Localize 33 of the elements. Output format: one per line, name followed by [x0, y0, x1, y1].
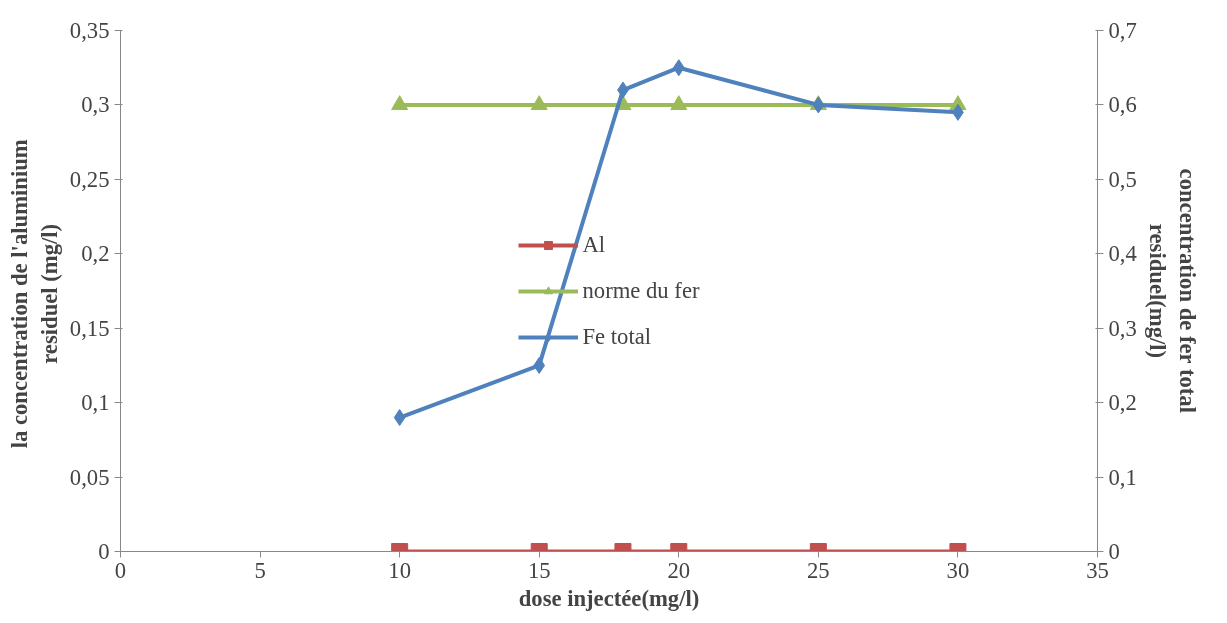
- x-tick-label: 5: [254, 557, 266, 583]
- y-tick-label: 0: [98, 539, 110, 564]
- y2-tick-label: 0,6: [1108, 92, 1137, 118]
- x-tick-label: 20: [667, 557, 691, 583]
- y-tick-label: 0,05: [69, 464, 110, 490]
- legend-label: Al: [582, 231, 606, 258]
- x-axis-title: dose injectée(mg/l): [518, 585, 700, 611]
- x-tick-label: 35: [1086, 557, 1109, 583]
- y2-tick-label: 0,4: [1108, 241, 1137, 267]
- y-tick-label: 0,15: [69, 315, 110, 341]
- x-tick-label: 10: [388, 557, 411, 583]
- x-tick-label: 25: [807, 557, 830, 583]
- y-tick-label: 0,1: [81, 390, 110, 416]
- y2-tick-label: 0: [1108, 539, 1120, 564]
- point: [672, 59, 685, 77]
- x-tick-label: 30: [946, 557, 970, 583]
- point: [393, 409, 406, 427]
- y-tick-label: 0,25: [69, 166, 110, 192]
- y-axis-title: la concentration de l'aluminium residuel (mg/l): [6, 139, 62, 449]
- y-tick-label: 0,2: [81, 241, 110, 267]
- x-tick-label: 0: [114, 557, 127, 583]
- y-tick-label: 0,35: [69, 18, 110, 43]
- y2-tick-label: 0,3: [1108, 315, 1137, 341]
- legend-label: Fe total: [582, 323, 652, 350]
- point: [533, 356, 546, 374]
- y2-tick-label: 0,7: [1108, 18, 1137, 43]
- y2-tick-label: 0,1: [1108, 464, 1137, 490]
- y2-tick-label: 0,2: [1108, 390, 1137, 416]
- y2-axis-title: concentration de fer total residuel(mg/l): [1144, 168, 1200, 413]
- y-tick-label: 0,3: [81, 92, 110, 118]
- legend-label: norme du fer: [582, 277, 700, 304]
- x-tick-label: 15: [527, 557, 551, 583]
- y2-tick-label: 0,5: [1108, 166, 1137, 192]
